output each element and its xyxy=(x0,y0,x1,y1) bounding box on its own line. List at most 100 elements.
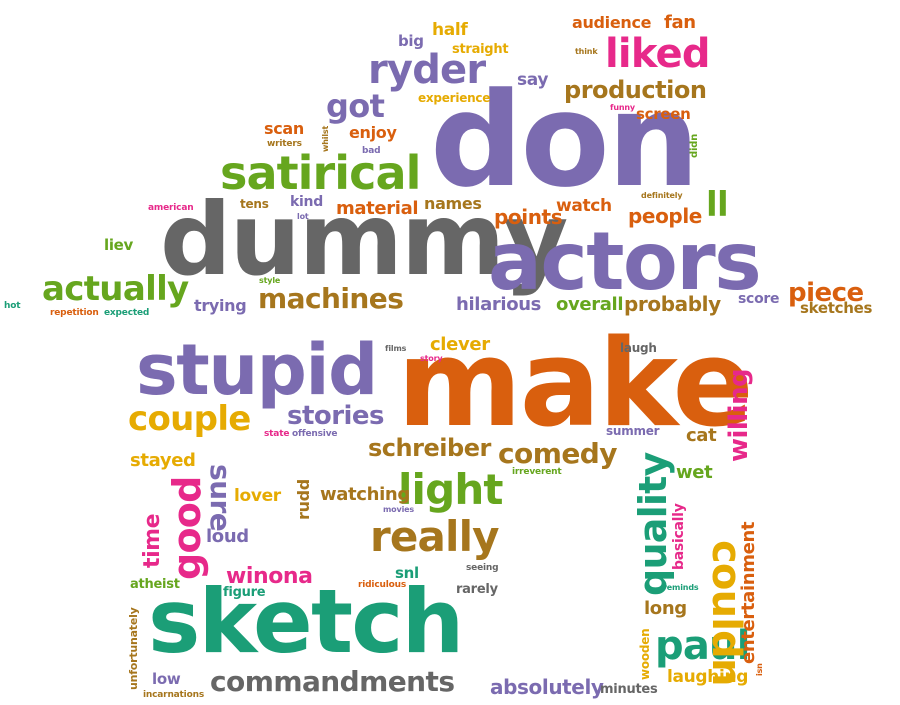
word-probably: probably xyxy=(624,292,721,316)
word-minutes: minutes xyxy=(600,682,658,697)
word-definitely: definitely xyxy=(641,191,683,200)
word-really: really xyxy=(370,512,500,561)
word-watching: watching xyxy=(320,484,410,505)
word-stayed: stayed xyxy=(130,450,196,471)
word-basically: basically xyxy=(671,503,687,570)
word-unfortunately: unfortunately xyxy=(127,607,140,690)
word-whilst: whilst xyxy=(321,125,330,152)
word-hilarious: hilarious xyxy=(456,294,542,315)
word-experience: experience xyxy=(418,91,491,105)
word-willing: willing xyxy=(724,368,754,462)
word-enjoy: enjoy xyxy=(349,123,397,142)
word-low: low xyxy=(152,670,181,688)
word-absolutely: absolutely xyxy=(490,675,604,699)
word-dummy: dummy xyxy=(160,181,568,298)
word-sketch: sketch xyxy=(148,570,464,673)
word-writers: writers xyxy=(267,139,302,149)
word-liked: liked xyxy=(605,31,711,77)
word-long: long xyxy=(644,598,687,619)
word-kind: kind xyxy=(290,194,323,210)
word-irreverent: irreverent xyxy=(512,467,562,477)
word-production: production xyxy=(564,76,707,104)
word-screen: screen xyxy=(636,105,691,123)
word-trying: trying xyxy=(194,296,247,315)
word-watch: watch xyxy=(556,196,612,216)
word-make: make xyxy=(397,315,754,454)
word-winona: winona xyxy=(226,564,313,589)
word-snl: snl xyxy=(395,564,419,582)
word-incarnations: incarnations xyxy=(143,690,204,700)
word-rudd: rudd xyxy=(294,479,313,520)
word-bad: bad xyxy=(362,146,381,156)
word-paul: paul xyxy=(655,623,750,669)
word-overall: overall xyxy=(556,294,624,315)
word-laugh: laugh xyxy=(620,341,657,355)
word-tens: tens xyxy=(240,197,269,211)
word-satirical: satirical xyxy=(220,146,421,200)
word-couldn: couldn xyxy=(703,540,749,686)
word-time: time xyxy=(140,513,165,568)
word-don: don xyxy=(430,64,700,216)
word-offensive: offensive xyxy=(292,429,338,439)
word-half: half xyxy=(432,20,468,40)
word-summer: summer xyxy=(606,424,660,438)
word-ll: ll xyxy=(706,185,729,225)
word-hot: hot xyxy=(4,301,21,311)
word-quality: quality xyxy=(631,452,675,596)
word-ridiculous: ridiculous xyxy=(358,580,407,590)
word-loud: loud xyxy=(206,526,249,547)
word-liev: liev xyxy=(104,236,134,254)
word-stupid: stupid xyxy=(136,329,378,411)
word-say: say xyxy=(517,70,549,90)
word-state: state xyxy=(264,429,290,439)
word-reminds: reminds xyxy=(663,583,699,592)
word-sure: sure xyxy=(204,464,237,532)
word-american: american xyxy=(148,203,194,213)
word-score: score xyxy=(738,291,780,307)
word-think: think xyxy=(575,47,598,56)
word-funny: funny xyxy=(610,103,635,112)
word-story: story xyxy=(420,354,443,363)
word-fan: fan xyxy=(664,12,696,33)
word-people: people xyxy=(628,204,702,228)
word-rarely: rarely xyxy=(456,582,498,597)
word-commandments: commandments xyxy=(210,665,455,698)
word-didn: didn xyxy=(689,133,700,158)
word-comedy: comedy xyxy=(498,437,617,470)
word-seeing: seeing xyxy=(466,563,499,573)
word-wooden: wooden xyxy=(638,628,652,680)
word-stories: stories xyxy=(287,401,385,431)
word-laughing: laughing xyxy=(667,667,749,687)
word-lover: lover xyxy=(234,486,281,506)
word-material: material xyxy=(336,198,419,219)
word-points: points xyxy=(494,205,563,229)
word-schreiber: schreiber xyxy=(368,434,491,462)
word-movies: movies xyxy=(383,505,415,514)
word-straight: straight xyxy=(452,42,509,57)
word-lot: lot xyxy=(297,212,309,221)
word-actors: actors xyxy=(488,215,762,308)
word-films: films xyxy=(385,344,407,353)
word-couple: couple xyxy=(128,399,251,439)
word-ryder: ryder xyxy=(368,47,486,93)
word-repetition: repetition xyxy=(50,308,99,318)
word-sketches: sketches xyxy=(800,299,873,317)
word-wet: wet xyxy=(676,462,713,483)
word-atheist: atheist xyxy=(130,577,180,592)
word-audience: audience xyxy=(572,13,652,32)
word-machines: machines xyxy=(258,282,404,315)
word-style: style xyxy=(259,276,281,285)
word-scan: scan xyxy=(264,119,304,138)
word-clever: clever xyxy=(430,334,490,355)
word-actually: actually xyxy=(42,269,189,309)
word-piece: piece xyxy=(788,278,864,308)
word-good: good xyxy=(165,476,209,580)
word-light: light xyxy=(398,465,503,514)
word-expected: expected xyxy=(104,308,150,318)
word-names: names xyxy=(424,194,482,213)
word-big: big xyxy=(398,32,424,50)
word-got: got xyxy=(326,87,385,125)
word-isn: isn xyxy=(755,663,764,676)
word-cat: cat xyxy=(686,425,717,446)
